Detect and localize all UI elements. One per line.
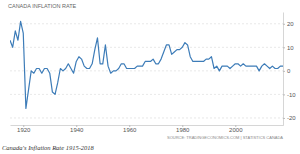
- x-tick: 1980: [176, 125, 190, 133]
- y-tick-mark: [283, 71, 285, 72]
- plot-area: [10, 21, 283, 108]
- x-tick: 1940: [70, 125, 84, 133]
- y-tick-label: -10: [287, 92, 296, 98]
- grid: [10, 24, 283, 118]
- grid-line: [10, 47, 283, 48]
- y-axis: -20 -10 0 10 20: [283, 13, 296, 126]
- y-tick-label: 10: [287, 45, 294, 51]
- grid-line: [10, 70, 283, 71]
- y-tick-mark: [283, 118, 285, 119]
- y-tick-mark: [283, 24, 285, 25]
- x-tick-label: 1960: [123, 127, 137, 133]
- grid-line: [10, 117, 283, 118]
- y-tick-label: 0: [287, 68, 291, 74]
- y-tick: 20: [283, 21, 294, 27]
- x-tick: 1960: [123, 125, 137, 133]
- x-axis: 1920 1940 1960 1980 2000: [11, 125, 284, 133]
- x-tick: 2000: [229, 125, 243, 133]
- x-tick-label: 1980: [176, 127, 190, 133]
- y-tick-mark: [283, 94, 285, 95]
- source: SOURCE: TRADINGECONOMICS.COM | STATISTIC…: [167, 135, 283, 140]
- chart: CANADA INFLATION RATE -20 -10 0 10 20 1920 1940…: [0, 0, 300, 154]
- x-tick-label: 2000: [229, 127, 243, 133]
- x-tick-label: 1940: [70, 127, 84, 133]
- inflation-line: [10, 21, 283, 108]
- y-tick-label: -20: [287, 115, 296, 121]
- y-tick: 10: [283, 45, 294, 51]
- x-tick: 1920: [17, 125, 31, 133]
- x-tick-label: 1920: [17, 127, 31, 133]
- y-tick-mark: [283, 47, 285, 48]
- caption: Canada's Inflation Rate 1915-2018: [2, 144, 95, 151]
- y-axis-line: [283, 13, 284, 126]
- x-axis-line: [11, 125, 284, 126]
- title: CANADA INFLATION RATE: [8, 3, 77, 9]
- y-tick: 0: [283, 68, 291, 74]
- grid-line: [10, 94, 283, 95]
- grid-line: [10, 23, 283, 24]
- y-tick-label: 20: [287, 21, 294, 27]
- y-tick: -20: [283, 115, 296, 121]
- y-tick: -10: [283, 92, 296, 98]
